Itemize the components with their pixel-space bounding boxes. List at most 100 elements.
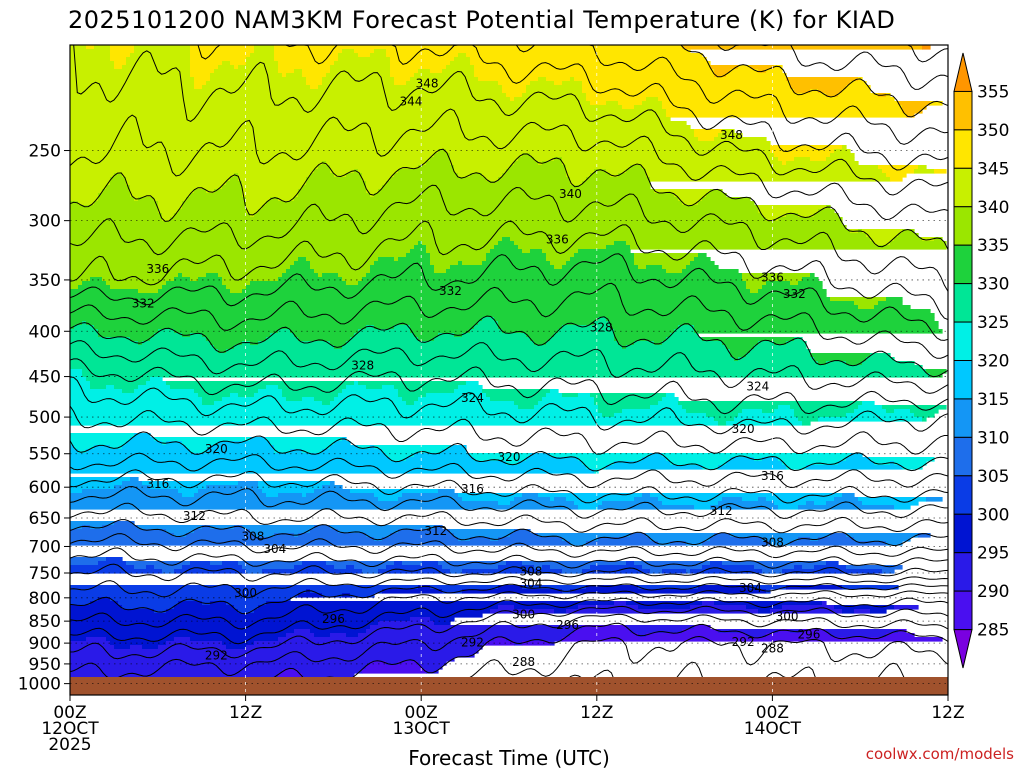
theta-cell bbox=[202, 401, 215, 406]
x-tick-label: 12Z bbox=[580, 703, 613, 723]
y-tick-label: 950 bbox=[29, 655, 61, 675]
theta-cell bbox=[922, 417, 927, 422]
theta-cell bbox=[458, 261, 463, 266]
theta-cell bbox=[286, 73, 303, 78]
theta-cell bbox=[506, 169, 567, 174]
isentrope-line bbox=[70, 661, 948, 695]
theta-cell bbox=[558, 329, 615, 334]
theta-cell bbox=[418, 585, 431, 590]
theta-cell bbox=[378, 189, 655, 194]
theta-cell bbox=[730, 69, 759, 74]
theta-cell bbox=[498, 585, 523, 590]
contour-label: 320 bbox=[205, 442, 228, 456]
theta-cell bbox=[110, 49, 135, 54]
theta-cell bbox=[758, 497, 767, 502]
theta-cell bbox=[310, 85, 319, 90]
theta-cell bbox=[378, 621, 435, 626]
theta-cell bbox=[374, 445, 451, 450]
theta-cell bbox=[666, 393, 675, 398]
theta-cell bbox=[354, 49, 375, 54]
theta-cell bbox=[410, 77, 479, 82]
theta-cell bbox=[762, 409, 775, 414]
y-tick-label: 250 bbox=[29, 142, 61, 162]
theta-cell bbox=[434, 269, 447, 274]
theta-cell bbox=[238, 561, 303, 566]
theta-cell bbox=[634, 105, 663, 110]
isentrope-line bbox=[70, 148, 948, 250]
theta-cell bbox=[718, 629, 779, 634]
theta-cell bbox=[886, 541, 903, 546]
theta-cell bbox=[894, 409, 911, 414]
theta-cell bbox=[758, 289, 827, 294]
theta-cell bbox=[86, 321, 479, 326]
theta-cell bbox=[714, 69, 731, 74]
theta-cell bbox=[422, 561, 439, 566]
theta-cell bbox=[466, 53, 703, 58]
theta-cell bbox=[694, 625, 711, 630]
theta-cell bbox=[690, 261, 715, 266]
theta-cell bbox=[138, 289, 159, 294]
theta-cell bbox=[786, 465, 807, 470]
theta-cell bbox=[258, 389, 283, 394]
theta-cell bbox=[70, 273, 179, 278]
theta-cell bbox=[518, 461, 583, 466]
theta-cell bbox=[174, 277, 191, 282]
theta-cell bbox=[526, 85, 583, 90]
theta-cell bbox=[418, 165, 455, 170]
theta-cell bbox=[194, 189, 207, 194]
theta-cell bbox=[70, 389, 123, 394]
theta-cell bbox=[398, 497, 463, 502]
theta-cell bbox=[70, 653, 475, 658]
theta-cell bbox=[70, 445, 75, 450]
theta-cell bbox=[230, 177, 239, 182]
theta-cell bbox=[450, 61, 471, 66]
theta-cell bbox=[766, 217, 779, 222]
theta-cell bbox=[646, 97, 659, 102]
theta-cell bbox=[174, 213, 251, 218]
y-tick-label: 700 bbox=[29, 537, 61, 557]
theta-cell bbox=[114, 485, 151, 490]
theta-cell bbox=[330, 341, 347, 346]
contour-label: 348 bbox=[416, 76, 439, 90]
theta-cell bbox=[70, 385, 91, 390]
theta-cell bbox=[450, 445, 467, 450]
colorbar-label: 350 bbox=[977, 121, 1009, 141]
theta-cell bbox=[514, 605, 579, 610]
theta-cell bbox=[70, 101, 591, 106]
theta-cell bbox=[70, 569, 163, 574]
y-tick-label: 500 bbox=[29, 408, 61, 428]
theta-cell bbox=[98, 561, 127, 566]
theta-cell bbox=[382, 449, 443, 454]
theta-cell bbox=[190, 561, 211, 566]
theta-cell bbox=[790, 281, 799, 286]
theta-cell bbox=[162, 213, 175, 218]
theta-cell bbox=[386, 49, 691, 54]
theta-cell bbox=[254, 49, 275, 54]
theta-cell bbox=[554, 333, 615, 338]
theta-cell bbox=[486, 257, 547, 262]
theta-cell bbox=[750, 585, 787, 590]
theta-cell bbox=[226, 285, 247, 290]
theta-cell bbox=[102, 277, 175, 282]
theta-cell bbox=[418, 337, 435, 342]
theta-cell bbox=[70, 305, 859, 310]
theta-cell bbox=[914, 169, 935, 174]
theta-cell bbox=[354, 333, 415, 338]
theta-cell bbox=[398, 661, 419, 666]
theta-cell bbox=[454, 533, 511, 538]
theta-cell bbox=[110, 57, 127, 62]
theta-cell bbox=[242, 525, 315, 530]
theta-cell bbox=[762, 285, 823, 290]
theta-cell bbox=[70, 409, 599, 414]
theta-cell bbox=[566, 261, 635, 266]
theta-cell bbox=[562, 569, 583, 574]
theta-cell bbox=[406, 457, 475, 462]
theta-cell bbox=[314, 633, 331, 638]
theta-cell bbox=[70, 237, 503, 242]
theta-cell bbox=[390, 73, 415, 78]
theta-cell bbox=[838, 461, 875, 466]
theta-cell bbox=[562, 637, 943, 642]
colorbar-swatch bbox=[953, 283, 973, 323]
theta-cell bbox=[190, 69, 215, 74]
theta-cell bbox=[70, 241, 419, 246]
